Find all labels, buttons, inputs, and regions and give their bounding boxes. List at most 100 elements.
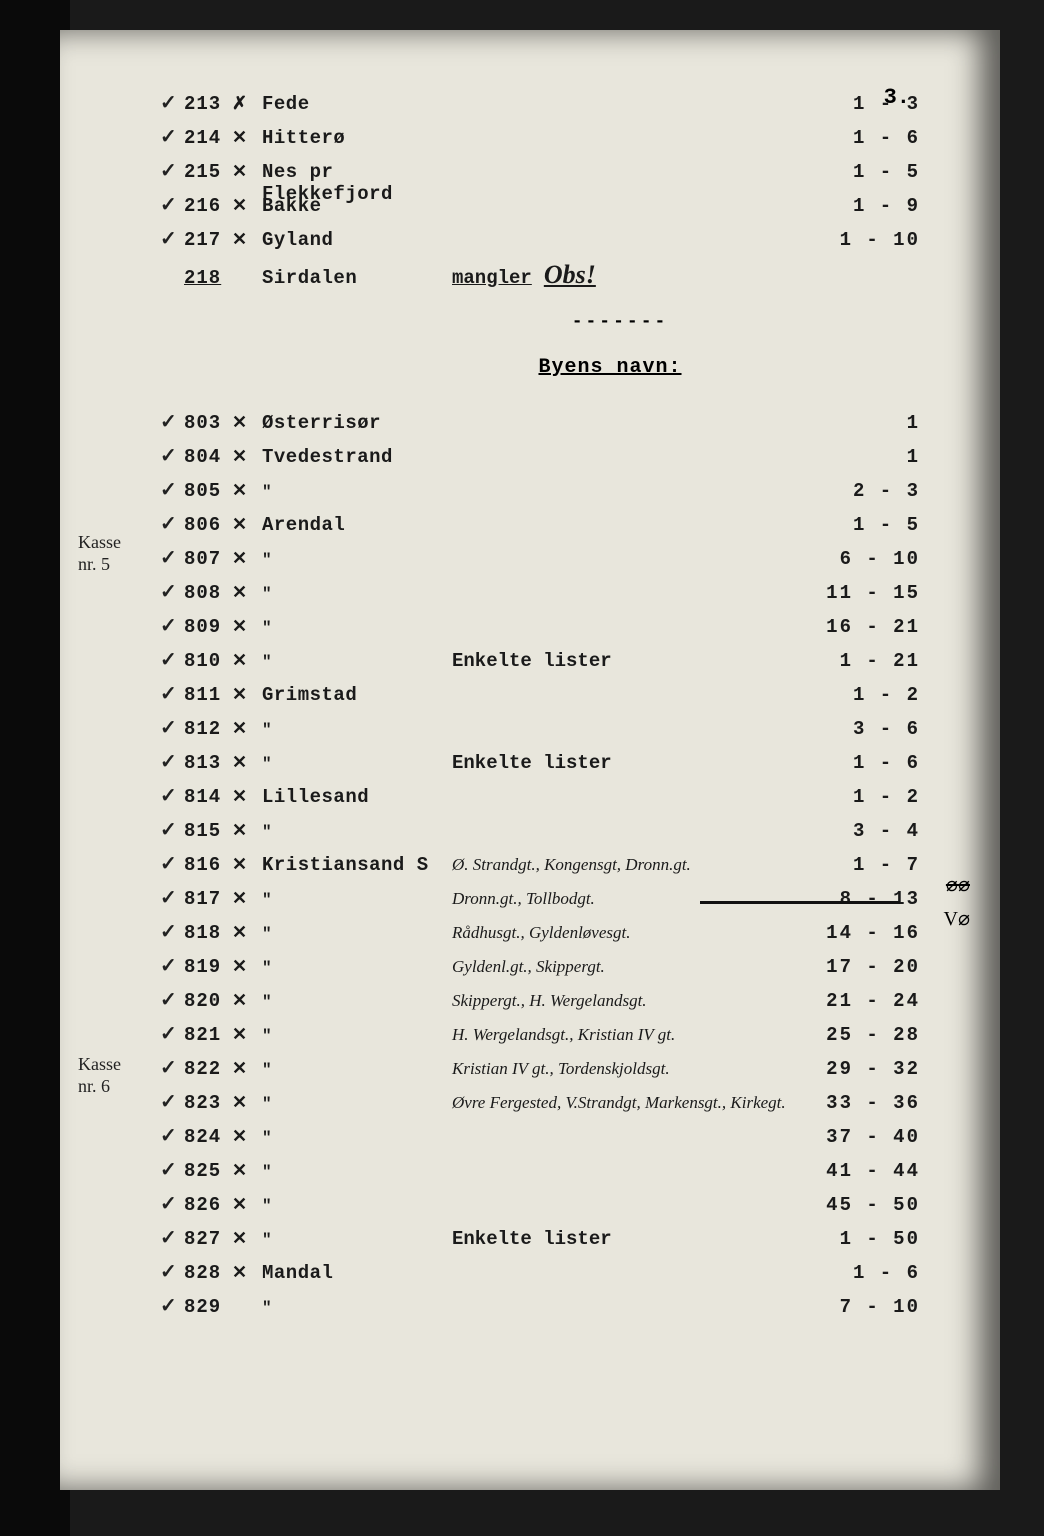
x-mark: ✕ bbox=[232, 548, 262, 569]
section2-row: ✓826✕" 45 - 50 bbox=[160, 1191, 960, 1225]
section1-row: ✓217✕Gyland1 - 10 bbox=[160, 226, 960, 260]
x-mark: ✕ bbox=[232, 820, 262, 841]
check-mark: ✓ bbox=[160, 1191, 184, 1216]
check-mark: ✓ bbox=[160, 885, 184, 910]
section-2-title: Byens navn: bbox=[260, 356, 960, 379]
place-name: Gyland bbox=[262, 229, 452, 251]
place-name: " bbox=[262, 1129, 452, 1147]
x-mark: ✕ bbox=[232, 1194, 262, 1215]
section2-row: ✓807✕"6 - 10 bbox=[160, 545, 960, 579]
entry-number: 811 bbox=[184, 684, 232, 706]
place-name: Kristiansand S bbox=[262, 854, 452, 876]
place-name: Lillesand bbox=[262, 786, 452, 808]
place-name: Mandal bbox=[262, 1262, 452, 1284]
entry-number: 822 bbox=[184, 1058, 232, 1080]
place-name: Tvedestrand bbox=[262, 446, 452, 468]
entry-number: 826 bbox=[184, 1194, 232, 1216]
section2-row: ✓813✕"Enkelte lister1 - 6 bbox=[160, 749, 960, 783]
section2-row: ✓819✕"Gyldenl.gt., Skippergt.17 - 20 bbox=[160, 953, 960, 987]
page-range: 14 - 16 bbox=[800, 922, 960, 944]
handwritten-note: Øvre Fergested, V.Strandgt, Markensgt., … bbox=[452, 1093, 800, 1113]
place-name: " bbox=[262, 1299, 452, 1317]
page-range: 1 - 2 bbox=[800, 684, 960, 706]
page-range: 1 - 5 bbox=[800, 161, 960, 183]
entry-number: 819 bbox=[184, 956, 232, 978]
check-mark: ✓ bbox=[160, 715, 184, 740]
entry-number: 216 bbox=[184, 195, 232, 217]
x-mark: ✕ bbox=[232, 922, 262, 943]
page-range: 7 - 10 bbox=[800, 1296, 960, 1318]
place-name: " bbox=[262, 1027, 452, 1045]
entry-number: 828 bbox=[184, 1262, 232, 1284]
typed-note: manglerObs! bbox=[452, 260, 800, 290]
page-range: 1 - 3 bbox=[800, 93, 960, 115]
x-mark: ✕ bbox=[232, 127, 262, 148]
section2-row: ✓814✕Lillesand1 - 2 bbox=[160, 783, 960, 817]
section2-row: ✓815✕"3 - 4 bbox=[160, 817, 960, 851]
page-range: 1 - 10 bbox=[800, 229, 960, 251]
page-range: 45 - 50 bbox=[800, 1194, 960, 1216]
underline-stroke bbox=[700, 901, 900, 904]
entry-number: 803 bbox=[184, 412, 232, 434]
entry-number: 824 bbox=[184, 1126, 232, 1148]
entry-number: 820 bbox=[184, 990, 232, 1012]
section2-row: ✓805✕"2 - 3 bbox=[160, 477, 960, 511]
place-name: " bbox=[262, 585, 452, 603]
x-mark: ✕ bbox=[232, 1058, 262, 1079]
x-mark: ✕ bbox=[232, 412, 262, 433]
page-range: 1 - 2 bbox=[800, 786, 960, 808]
margin-note-kasse-5: Kassenr. 5 bbox=[78, 532, 121, 575]
divider: ------- bbox=[280, 312, 960, 332]
typed-note: Enkelte lister bbox=[452, 752, 800, 774]
x-mark: ✕ bbox=[232, 956, 262, 977]
place-name: Hitterø bbox=[262, 127, 452, 149]
section2-row: ✓810✕"Enkelte lister1 - 21 bbox=[160, 647, 960, 681]
place-name: Grimstad bbox=[262, 684, 452, 706]
section2-row: ✓823✕"Øvre Fergested, V.Strandgt, Marken… bbox=[160, 1089, 960, 1123]
x-mark: ✕ bbox=[232, 161, 262, 182]
page-range: 3 - 4 bbox=[800, 820, 960, 842]
section2-row: ✓811✕Grimstad1 - 2 bbox=[160, 681, 960, 715]
check-mark: ✓ bbox=[160, 1293, 184, 1318]
place-name: " bbox=[262, 483, 452, 501]
page-range: 1 - 6 bbox=[800, 127, 960, 149]
place-name: " bbox=[262, 721, 452, 739]
check-mark: ✓ bbox=[160, 226, 184, 251]
entry-number: 809 bbox=[184, 616, 232, 638]
page-range: 1 bbox=[800, 446, 960, 468]
place-name: Arendal bbox=[262, 514, 452, 536]
page-number: 3. bbox=[884, 85, 910, 110]
section2-row: ✓809✕"16 - 21 bbox=[160, 613, 960, 647]
check-mark: ✓ bbox=[160, 851, 184, 876]
check-mark: ✓ bbox=[160, 192, 184, 217]
check-mark: ✓ bbox=[160, 1089, 184, 1114]
page-range: 6 - 10 bbox=[800, 548, 960, 570]
x-mark: ✕ bbox=[232, 888, 262, 909]
check-mark: ✓ bbox=[160, 90, 184, 115]
check-mark: ✓ bbox=[160, 817, 184, 842]
entry-number: 804 bbox=[184, 446, 232, 468]
section2-row: ✓808✕"11 - 15 bbox=[160, 579, 960, 613]
handwritten-note: Rådhusgt., Gyldenløvesgt. bbox=[452, 923, 800, 943]
entry-number: 217 bbox=[184, 229, 232, 251]
page-range: 17 - 20 bbox=[800, 956, 960, 978]
side-annotation-1: ⌀⌀ bbox=[946, 872, 970, 897]
place-name: Fede bbox=[262, 93, 452, 115]
check-mark: ✓ bbox=[160, 1123, 184, 1148]
check-mark: ✓ bbox=[160, 511, 184, 536]
page-range: 8 - 13 bbox=[800, 888, 960, 910]
place-name: " bbox=[262, 1163, 452, 1181]
entry-number: 214 bbox=[184, 127, 232, 149]
place-name: " bbox=[262, 1197, 452, 1215]
page-range: 29 - 32 bbox=[800, 1058, 960, 1080]
section2-row: ✓803✕Østerrisør1 bbox=[160, 409, 960, 443]
section2-row: ✓822✕"Kristian IV gt., Tordenskjoldsgt.2… bbox=[160, 1055, 960, 1089]
entry-number: 814 bbox=[184, 786, 232, 808]
place-name: " bbox=[262, 959, 452, 977]
check-mark: ✓ bbox=[160, 477, 184, 502]
margin-note-kasse-6: Kassenr. 6 bbox=[78, 1054, 121, 1097]
entry-number: 816 bbox=[184, 854, 232, 876]
place-name: " bbox=[262, 653, 452, 671]
check-mark: ✓ bbox=[160, 124, 184, 149]
entry-number: 825 bbox=[184, 1160, 232, 1182]
